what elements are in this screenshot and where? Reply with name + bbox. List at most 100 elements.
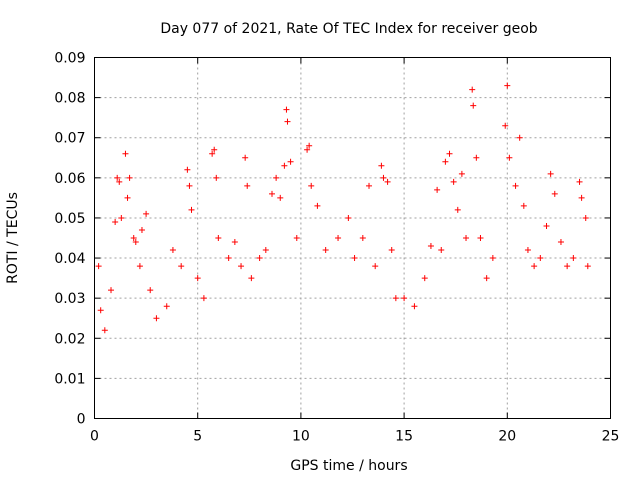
data-point bbox=[287, 158, 294, 165]
data-point bbox=[273, 174, 280, 181]
chart-title: Day 077 of 2021, Rate Of TEC Index for r… bbox=[160, 21, 537, 37]
data-point bbox=[551, 190, 558, 197]
data-point bbox=[473, 154, 480, 161]
data-point bbox=[304, 146, 311, 153]
data-point bbox=[470, 102, 477, 109]
data-point bbox=[384, 178, 391, 185]
data-point bbox=[557, 239, 564, 246]
data-point bbox=[489, 255, 496, 262]
data-point bbox=[372, 263, 379, 270]
y-tick-label: 0.01 bbox=[54, 371, 85, 387]
data-point bbox=[269, 190, 276, 197]
data-point bbox=[380, 174, 387, 181]
data-point bbox=[248, 275, 255, 282]
data-point bbox=[477, 235, 484, 241]
data-point bbox=[314, 202, 321, 209]
plot-frame bbox=[94, 57, 611, 419]
data-point bbox=[238, 263, 245, 270]
data-point bbox=[520, 202, 527, 209]
data-point bbox=[169, 247, 176, 254]
data-point bbox=[283, 106, 290, 113]
data-point bbox=[209, 150, 216, 157]
x-tick-label: 5 bbox=[193, 429, 202, 445]
data-point bbox=[516, 134, 523, 141]
data-point bbox=[463, 235, 470, 241]
data-point bbox=[293, 235, 300, 241]
data-point bbox=[97, 307, 104, 314]
data-point bbox=[446, 150, 453, 157]
data-point bbox=[564, 263, 571, 270]
data-point bbox=[531, 263, 538, 270]
data-point bbox=[118, 214, 125, 221]
data-point bbox=[366, 182, 373, 189]
data-point bbox=[200, 295, 207, 302]
data-point bbox=[256, 255, 263, 262]
data-point bbox=[132, 239, 139, 246]
y-tick-label: 0.08 bbox=[54, 91, 85, 107]
data-point bbox=[502, 122, 509, 129]
data-point bbox=[582, 214, 589, 221]
data-point bbox=[547, 170, 554, 177]
y-tick-label: 0.04 bbox=[54, 251, 85, 267]
y-tick-label: 0.06 bbox=[54, 171, 85, 187]
data-point bbox=[512, 182, 519, 189]
data-point bbox=[124, 194, 131, 201]
data-point bbox=[537, 255, 544, 262]
x-axis-label: GPS time / hours bbox=[290, 458, 407, 474]
x-tick-label: 25 bbox=[602, 429, 620, 445]
tick-labels: 0 0.01 0.02 0.03 0.04 0.05 0.06 0.07 0.08 0.09 0 5 1… bbox=[54, 51, 619, 445]
data-point bbox=[450, 178, 457, 185]
data-point bbox=[244, 182, 251, 189]
data-points bbox=[95, 82, 591, 334]
grid bbox=[94, 57, 611, 419]
data-point bbox=[184, 166, 191, 173]
data-point bbox=[130, 235, 137, 241]
x-tick-label: 0 bbox=[90, 429, 99, 445]
data-point bbox=[95, 263, 102, 270]
data-point bbox=[277, 194, 284, 201]
data-point bbox=[114, 174, 121, 181]
data-point bbox=[116, 178, 123, 185]
data-point bbox=[524, 247, 531, 254]
data-point bbox=[153, 315, 160, 322]
data-point bbox=[345, 214, 352, 221]
data-point bbox=[108, 287, 115, 294]
data-point bbox=[335, 235, 342, 241]
data-point bbox=[122, 150, 129, 157]
data-point bbox=[186, 182, 193, 189]
y-axis-label: ROTI / TECUs bbox=[5, 192, 21, 284]
data-point bbox=[112, 218, 119, 225]
axis-ticks bbox=[94, 57, 611, 419]
x-tick-label: 10 bbox=[292, 429, 310, 445]
data-point bbox=[434, 186, 441, 193]
data-point bbox=[351, 255, 358, 262]
y-tick-label: 0.02 bbox=[54, 331, 85, 347]
data-point bbox=[504, 82, 511, 89]
data-point bbox=[483, 275, 490, 282]
data-point bbox=[136, 263, 143, 270]
data-point bbox=[242, 154, 249, 161]
data-point bbox=[388, 247, 395, 254]
data-point bbox=[506, 154, 513, 161]
data-point bbox=[411, 303, 418, 310]
data-point bbox=[213, 174, 220, 181]
data-point bbox=[570, 255, 577, 262]
data-point bbox=[281, 162, 288, 169]
data-point bbox=[306, 142, 313, 149]
data-point bbox=[284, 118, 291, 125]
y-tick-label: 0.07 bbox=[54, 131, 85, 147]
data-point bbox=[211, 146, 218, 153]
data-point bbox=[126, 174, 133, 181]
data-point bbox=[138, 226, 145, 233]
data-point bbox=[584, 263, 591, 270]
data-point bbox=[442, 158, 449, 165]
data-point bbox=[458, 170, 465, 177]
data-point bbox=[392, 295, 399, 302]
data-point bbox=[578, 194, 585, 201]
data-point bbox=[359, 235, 366, 241]
data-point bbox=[322, 247, 329, 254]
data-point bbox=[188, 206, 195, 213]
data-point bbox=[469, 86, 476, 93]
data-point bbox=[262, 247, 269, 254]
